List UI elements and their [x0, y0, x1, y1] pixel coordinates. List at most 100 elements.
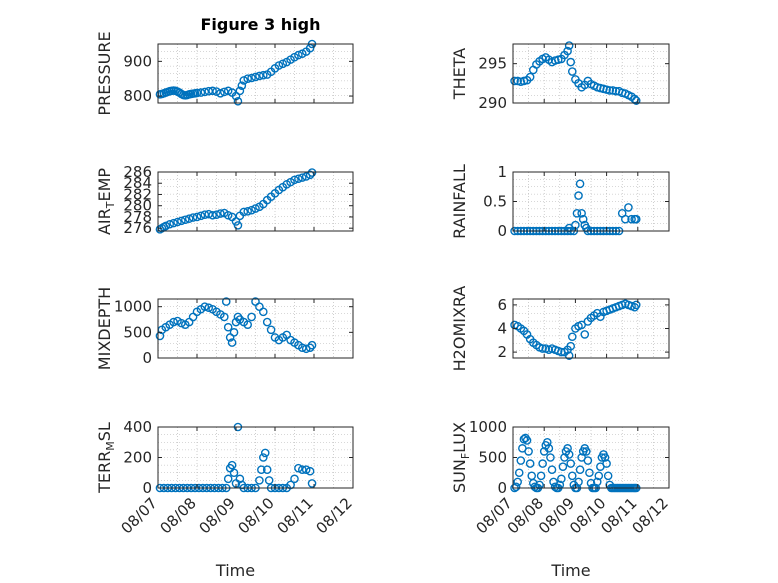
data-point	[624, 203, 633, 212]
data-point	[223, 474, 233, 484]
data-point	[578, 214, 588, 224]
data-point	[605, 86, 615, 95]
data-point	[524, 447, 533, 456]
data-point	[567, 67, 577, 76]
panel-pressure: 800 900 PRESSURE Figure 3 high	[95, 15, 354, 116]
data-point	[594, 471, 604, 481]
data-point	[525, 72, 535, 82]
data-point	[235, 86, 245, 96]
data-point	[262, 465, 272, 475]
y-tick-label: 1000	[469, 418, 507, 436]
data-point	[208, 210, 217, 220]
x-tick-label: 08/11	[274, 494, 317, 537]
data-point	[177, 216, 186, 226]
data-point	[243, 74, 252, 84]
data-point	[535, 480, 544, 490]
data-point	[566, 459, 576, 468]
y-tick-label: 282	[123, 185, 152, 203]
data-point	[223, 322, 233, 332]
y-tick-label: 276	[123, 219, 152, 237]
data-point	[192, 212, 202, 222]
data-point	[567, 332, 577, 342]
y-tick-label: 6	[497, 296, 507, 314]
data-point	[522, 436, 532, 445]
x-tick-label: 08/07	[118, 494, 161, 537]
data-point	[177, 318, 186, 328]
data-point	[286, 480, 295, 490]
data-point	[264, 476, 274, 485]
y-tick-label: 200	[123, 449, 152, 467]
data-point	[544, 444, 554, 453]
data-point	[536, 471, 546, 481]
panel-terr-msl: 0 200 400 TERRMSL08/0708/0808/0908/1008/110…	[95, 418, 356, 580]
data-point	[258, 307, 268, 317]
data-point	[239, 207, 249, 217]
data-point	[577, 320, 586, 330]
data-point	[563, 46, 572, 56]
data-point	[631, 300, 641, 310]
y-tick-label: 284	[123, 174, 152, 192]
data-point	[180, 215, 190, 225]
data-point	[239, 76, 249, 85]
y-tick-label: 286	[123, 163, 152, 181]
data-point	[516, 456, 526, 465]
data-point	[514, 468, 524, 478]
y-axis-label: THETA	[450, 48, 469, 100]
data-point	[200, 87, 210, 97]
data-point	[229, 328, 239, 337]
y-tick-label: 0	[142, 479, 152, 497]
data-point	[274, 61, 284, 70]
panel-rainfall: 0 0.5 1 RAINFALL	[450, 163, 670, 240]
data-point	[216, 209, 225, 218]
data-point	[258, 453, 268, 462]
data-point	[196, 88, 206, 97]
x-axis-label: Time	[550, 561, 590, 580]
data-point	[219, 312, 229, 322]
y-axis-label: MIXDEPTH	[95, 287, 114, 370]
data-point	[525, 459, 535, 468]
y-axis-label: SUNFLUX	[450, 422, 472, 493]
data-point	[290, 175, 299, 185]
data-point	[204, 303, 213, 313]
data-point	[600, 453, 610, 462]
x-tick-label: 08/08	[157, 494, 200, 537]
data-point	[558, 462, 568, 471]
data-point	[290, 474, 299, 484]
data-point	[555, 480, 565, 490]
y-tick-label: 0.5	[483, 193, 507, 211]
data-point	[510, 76, 519, 86]
data-point	[307, 340, 317, 350]
data-point	[229, 468, 239, 478]
panel-theta: 290 295 THETA	[450, 41, 670, 112]
data-point	[566, 57, 576, 67]
data-point	[165, 219, 174, 229]
y-tick-label: 0	[142, 349, 152, 367]
data-point	[585, 468, 594, 478]
data-point	[627, 214, 636, 224]
axes-box	[157, 171, 354, 232]
data-point	[307, 168, 317, 177]
data-point	[564, 351, 574, 360]
data-point	[161, 221, 171, 231]
data-point	[216, 88, 225, 98]
data-point	[563, 444, 572, 453]
data-point	[527, 471, 537, 481]
axes-box	[157, 298, 354, 359]
data-point	[603, 471, 613, 481]
data-point	[294, 174, 303, 184]
panel-h2omixra: 2 4 6 H2OMIXRA	[450, 286, 670, 371]
y-tick-label: 295	[478, 55, 507, 73]
data-point	[513, 477, 522, 487]
data-point	[538, 344, 547, 353]
y-tick-label: 280	[123, 197, 152, 215]
data-point	[233, 96, 243, 106]
data-point	[184, 214, 194, 223]
data-point	[572, 208, 582, 218]
data-point	[566, 341, 576, 351]
data-point	[305, 466, 315, 476]
y-tick-label: 0	[497, 479, 507, 497]
